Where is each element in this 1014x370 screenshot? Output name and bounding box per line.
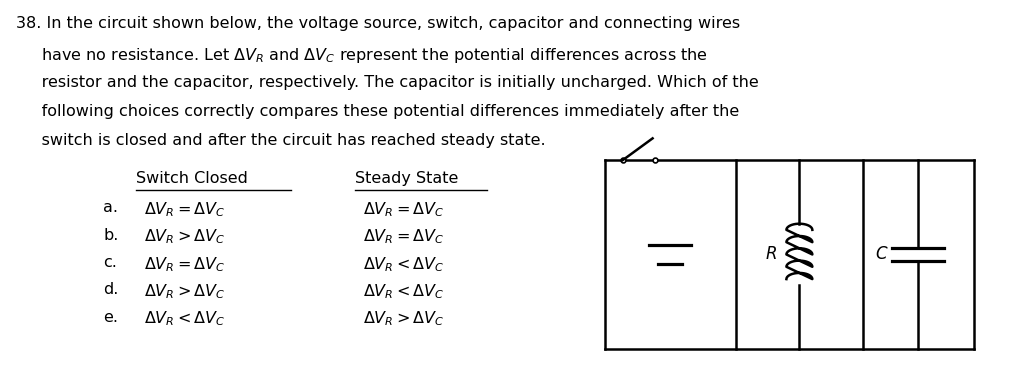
Text: $\Delta V_R < \Delta V_C$: $\Delta V_R < \Delta V_C$ — [363, 282, 445, 301]
Text: $\Delta V_R = \Delta V_C$: $\Delta V_R = \Delta V_C$ — [144, 255, 225, 274]
Text: $\Delta V_R > \Delta V_C$: $\Delta V_R > \Delta V_C$ — [363, 310, 445, 328]
Text: have no resistance. Let $\Delta V_R$ and $\Delta V_C$ represent the potential di: have no resistance. Let $\Delta V_R$ and… — [16, 46, 708, 64]
Text: resistor and the capacitor, respectively. The capacitor is initially uncharged. : resistor and the capacitor, respectively… — [16, 75, 759, 90]
Text: d.: d. — [103, 282, 119, 297]
Text: a.: a. — [103, 201, 118, 215]
Text: Switch Closed: Switch Closed — [136, 171, 247, 186]
Text: $\Delta V_R = \Delta V_C$: $\Delta V_R = \Delta V_C$ — [363, 228, 445, 246]
Text: following choices correctly compares these potential differences immediately aft: following choices correctly compares the… — [16, 104, 739, 119]
Text: c.: c. — [103, 255, 117, 270]
Text: 38. In the circuit shown below, the voltage source, switch, capacitor and connec: 38. In the circuit shown below, the volt… — [16, 16, 740, 31]
Text: switch is closed and after the circuit has reached steady state.: switch is closed and after the circuit h… — [16, 134, 546, 148]
Text: $R$: $R$ — [766, 245, 778, 263]
Text: $\Delta V_R < \Delta V_C$: $\Delta V_R < \Delta V_C$ — [363, 255, 445, 274]
Text: b.: b. — [103, 228, 119, 243]
Text: $\Delta V_R > \Delta V_C$: $\Delta V_R > \Delta V_C$ — [144, 228, 225, 246]
Text: $\Delta V_R = \Delta V_C$: $\Delta V_R = \Delta V_C$ — [144, 201, 225, 219]
Text: $C$: $C$ — [875, 245, 888, 263]
Text: $\Delta V_R < \Delta V_C$: $\Delta V_R < \Delta V_C$ — [144, 310, 225, 328]
Text: Steady State: Steady State — [356, 171, 458, 186]
Text: $\Delta V_R = \Delta V_C$: $\Delta V_R = \Delta V_C$ — [363, 201, 445, 219]
Text: e.: e. — [103, 310, 118, 324]
Text: $\Delta V_R > \Delta V_C$: $\Delta V_R > \Delta V_C$ — [144, 282, 225, 301]
